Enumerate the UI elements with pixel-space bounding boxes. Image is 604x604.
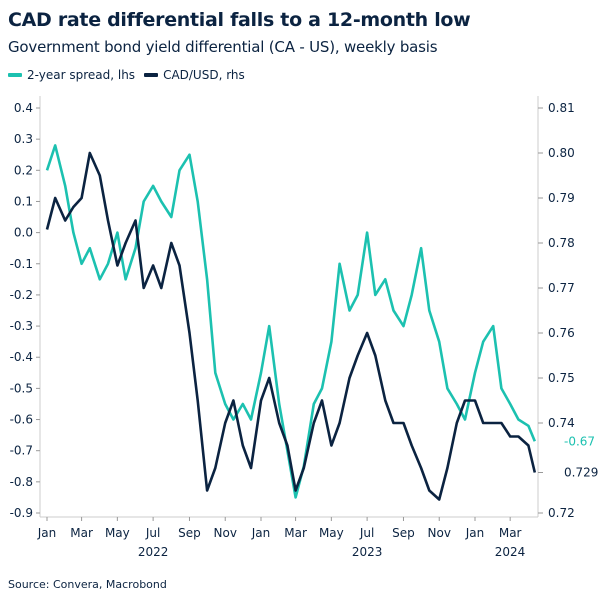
right-tick-label: 0.79: [548, 191, 575, 205]
x-tick-label: Nov: [214, 526, 237, 540]
cad-last-value-label: 0.729: [564, 466, 598, 480]
left-tick-label: -0.9: [10, 506, 33, 520]
left-tick-label: 0.3: [14, 132, 33, 146]
legend-swatch-cad: [144, 73, 159, 77]
left-tick-label: -0.7: [10, 444, 33, 458]
source-note: Source: Convera, Macrobond: [8, 578, 167, 591]
right-tick-label: 0.80: [548, 146, 575, 160]
left-tick-label: -0.3: [10, 319, 33, 333]
x-year-label: 2022: [138, 545, 169, 559]
chart-title: CAD rate differential falls to a 12-mont…: [8, 9, 471, 31]
left-tick-label: -0.6: [10, 413, 33, 427]
x-year-label: 2023: [352, 545, 383, 559]
x-tick-label: Jul: [145, 526, 160, 540]
left-tick-label: 0.0: [14, 226, 33, 240]
x-tick-label: Jan: [251, 526, 271, 540]
series-line-cad-usd: [45, 151, 537, 501]
legend-swatch-spread: [8, 73, 22, 77]
left-tick-label: -0.2: [10, 288, 33, 302]
right-tick-label: 0.81: [548, 101, 575, 115]
right-tick-label: 0.78: [548, 236, 575, 250]
series-line-spread: [45, 144, 537, 499]
right-tick-label: 0.74: [548, 416, 575, 430]
x-tick-label: Sep: [178, 526, 201, 540]
x-tick-label: Jan: [465, 526, 485, 540]
left-tick-label: 0.1: [14, 194, 33, 208]
x-year-label: 2024: [495, 545, 526, 559]
left-tick-label: -0.1: [10, 257, 33, 271]
x-tick-label: Mar: [499, 526, 522, 540]
left-tick-label: -0.8: [10, 475, 33, 489]
x-tick-label: Sep: [392, 526, 415, 540]
left-tick-label: -0.5: [10, 381, 33, 395]
right-tick-label: 0.75: [548, 371, 575, 385]
left-tick-label: 0.4: [14, 101, 33, 115]
spread-last-value-label: -0.67: [564, 434, 595, 448]
legend-label-spread: 2-year spread, lhs: [27, 68, 136, 82]
right-tick-label: 0.76: [548, 326, 575, 340]
x-tick-label: Mar: [70, 526, 93, 540]
legend: 2-year spread, lhs CAD/USD, rhs: [8, 68, 245, 82]
right-tick-label: 0.77: [548, 281, 575, 295]
x-tick-label: May: [105, 526, 130, 540]
x-tick-label: Mar: [284, 526, 307, 540]
x-tick-label: Jan: [37, 526, 57, 540]
legend-label-cad: CAD/USD, rhs: [163, 68, 245, 82]
right-tick-label: 0.72: [548, 506, 575, 520]
left-tick-label: 0.2: [14, 163, 33, 177]
x-tick-label: Jul: [359, 526, 374, 540]
chart-subtitle: Government bond yield differential (CA -…: [8, 38, 438, 56]
x-tick-label: May: [319, 526, 344, 540]
x-tick-label: Nov: [428, 526, 451, 540]
left-tick-label: -0.4: [10, 350, 33, 364]
